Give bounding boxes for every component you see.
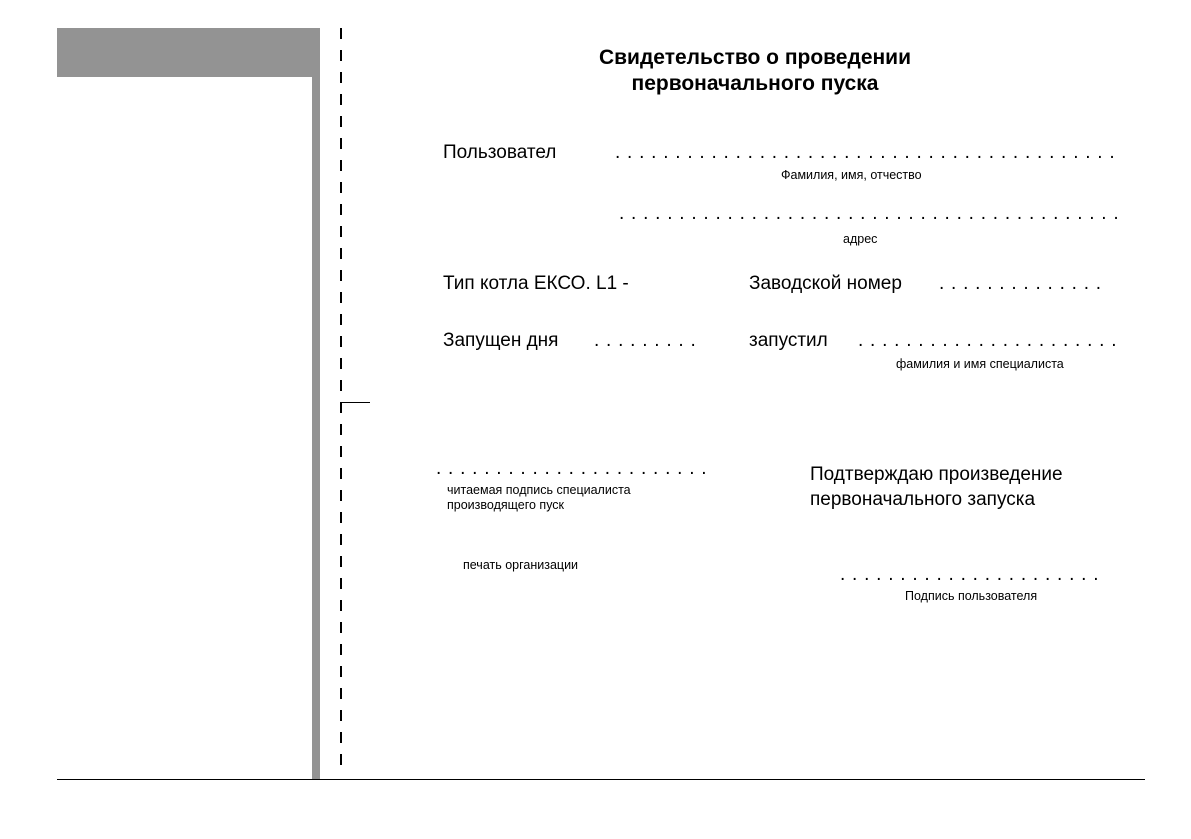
specialist-signature-field[interactable]: . . . . . . . . . . . . . . . . . . . . … <box>436 458 708 479</box>
header-bar <box>57 28 320 77</box>
user-signature-field[interactable]: . . . . . . . . . . . . . . . . . . . . … <box>840 564 1100 585</box>
address-hint: адрес <box>843 232 878 246</box>
side-bar <box>312 77 320 779</box>
title-line-1: Свидетельство о проведении <box>598 46 912 69</box>
user-hint: Фамилия, имя, отчество <box>781 168 922 182</box>
page-title: Свидетельство о проведении первоначально… <box>440 45 1070 97</box>
specialist-hint-2: производящего пуск <box>447 498 565 512</box>
user-label: Пользовател <box>443 142 557 163</box>
title-line-2: первоначального пуска <box>631 72 879 95</box>
cut-mark <box>342 402 370 403</box>
launched-by-field[interactable]: . . . . . . . . . . . . . . . . . . . . … <box>858 330 1118 351</box>
confirm-line-1: Подтверждаю произведение <box>810 464 1063 485</box>
serial-field[interactable]: . . . . . . . . . . . . . . <box>939 273 1102 294</box>
specialist-hint-1: читаемая подпись специалиста <box>447 483 631 497</box>
cut-line <box>340 28 342 773</box>
started-field[interactable]: . . . . . . . . . <box>594 330 697 351</box>
stamp-hint: печать организации <box>463 558 579 572</box>
user-field[interactable]: . . . . . . . . . . . . . . . . . . . . … <box>615 142 1116 163</box>
user-signature-hint: Подпись пользователя <box>905 589 1038 603</box>
bottom-rule <box>57 779 1145 780</box>
started-label: Запущен дня <box>443 330 559 351</box>
address-field[interactable]: . . . . . . . . . . . . . . . . . . . . … <box>619 203 1120 224</box>
launched-by-hint: фамилия и имя специалиста <box>896 357 1064 371</box>
serial-label: Заводской номер <box>749 273 902 294</box>
confirm-line-2: первоначального запуска <box>810 489 1036 510</box>
boiler-type-label: Тип котла ЕКСО. L1 - <box>443 273 629 294</box>
launched-by-label: запустил <box>749 330 828 351</box>
